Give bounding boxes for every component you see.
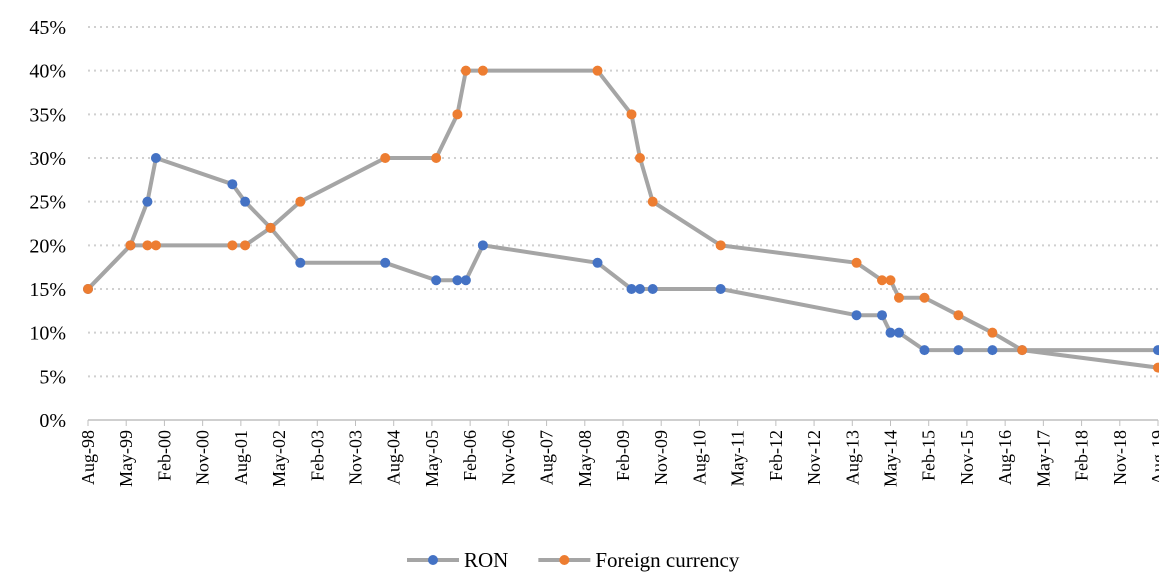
data-point bbox=[634, 153, 645, 163]
y-tick-label: 25% bbox=[29, 192, 66, 214]
data-point bbox=[877, 275, 888, 286]
data-point bbox=[987, 345, 998, 356]
data-point bbox=[460, 65, 471, 76]
x-tick-label: May-02 bbox=[269, 430, 289, 487]
data-point bbox=[150, 153, 161, 163]
data-point bbox=[431, 275, 442, 286]
x-tick-label: Feb-09 bbox=[613, 430, 633, 481]
x-tick-label: Aug-10 bbox=[689, 430, 709, 485]
data-point bbox=[240, 240, 251, 251]
legend-marker bbox=[559, 555, 570, 565]
data-point bbox=[885, 275, 896, 286]
y-tick-label: 45% bbox=[29, 17, 66, 39]
legend-marker bbox=[428, 555, 438, 565]
data-point bbox=[715, 240, 726, 251]
x-tick-label: Aug-04 bbox=[384, 430, 404, 485]
x-tick-label: May-99 bbox=[116, 430, 136, 487]
data-point bbox=[295, 196, 306, 207]
x-tick-label: Feb-03 bbox=[307, 430, 327, 481]
x-tick-label: Aug-13 bbox=[842, 430, 862, 485]
data-point bbox=[431, 153, 442, 163]
data-point bbox=[893, 327, 904, 338]
data-point bbox=[715, 284, 726, 294]
x-tick-label: Nov-06 bbox=[498, 430, 518, 485]
data-point bbox=[142, 240, 153, 251]
data-point bbox=[295, 257, 306, 268]
legend-label: RON bbox=[464, 548, 508, 572]
x-tick-label: Nov-12 bbox=[804, 430, 824, 485]
data-point bbox=[452, 109, 463, 120]
data-point bbox=[592, 257, 603, 268]
series-line bbox=[86, 156, 1158, 353]
x-tick-label: Nov-03 bbox=[346, 430, 366, 485]
y-tick-label: 30% bbox=[29, 148, 66, 170]
data-point bbox=[626, 284, 637, 294]
data-point bbox=[592, 65, 603, 76]
data-point bbox=[460, 275, 471, 286]
data-point bbox=[227, 240, 238, 251]
x-tick-label: Nov-18 bbox=[1110, 430, 1130, 485]
x-tick-label: Feb-15 bbox=[919, 430, 939, 481]
data-point bbox=[634, 284, 645, 294]
data-point bbox=[83, 284, 93, 294]
x-tick-label: Nov-00 bbox=[193, 430, 213, 485]
data-point bbox=[851, 257, 862, 268]
x-tick-label: Feb-18 bbox=[1072, 430, 1092, 481]
data-point bbox=[919, 292, 930, 303]
data-point bbox=[125, 240, 136, 251]
y-tick-label: 5% bbox=[39, 366, 66, 388]
data-point bbox=[227, 179, 238, 190]
y-tick-label: 15% bbox=[29, 279, 66, 301]
data-point bbox=[987, 327, 998, 338]
x-tick-label: May-11 bbox=[728, 430, 748, 486]
x-tick-label: Feb-12 bbox=[766, 430, 786, 481]
x-tick-label: Aug-98 bbox=[78, 430, 98, 485]
x-tick-label: Feb-06 bbox=[460, 430, 480, 481]
x-tick-label: Aug-19 bbox=[1148, 430, 1159, 485]
y-tick-label: 10% bbox=[29, 323, 66, 345]
data-point bbox=[150, 240, 161, 251]
data-point bbox=[477, 240, 488, 251]
x-tick-label: May-05 bbox=[422, 430, 442, 487]
data-point bbox=[477, 65, 488, 76]
data-point bbox=[142, 196, 153, 207]
data-point bbox=[893, 292, 904, 303]
x-tick-label: Nov-09 bbox=[651, 430, 671, 485]
data-point bbox=[1017, 345, 1028, 356]
x-tick-label: May-14 bbox=[881, 430, 901, 487]
y-tick-label: 40% bbox=[29, 61, 66, 83]
data-point bbox=[265, 222, 276, 233]
data-point bbox=[626, 109, 637, 120]
x-tick-label: Nov-15 bbox=[957, 430, 977, 485]
x-tick-label: Aug-01 bbox=[231, 430, 251, 485]
x-tick-label: Aug-16 bbox=[995, 430, 1015, 485]
y-tick-label: 0% bbox=[39, 410, 66, 432]
x-tick-label: May-17 bbox=[1033, 430, 1053, 487]
data-point bbox=[877, 310, 888, 321]
data-point bbox=[953, 310, 964, 321]
data-point bbox=[452, 275, 463, 286]
y-tick-label: 20% bbox=[29, 235, 66, 257]
data-point bbox=[647, 196, 658, 207]
data-point bbox=[380, 257, 391, 268]
data-point bbox=[380, 153, 391, 163]
x-tick-label: May-08 bbox=[575, 430, 595, 487]
y-tick-label: 35% bbox=[29, 104, 66, 126]
x-tick-label: Feb-00 bbox=[154, 430, 174, 481]
data-point bbox=[885, 327, 896, 338]
data-point bbox=[919, 345, 930, 356]
data-point bbox=[647, 284, 658, 294]
data-point bbox=[1153, 362, 1159, 373]
data-point bbox=[240, 196, 251, 207]
x-tick-label: Aug-07 bbox=[537, 430, 557, 485]
data-point bbox=[1153, 345, 1159, 356]
data-point bbox=[953, 345, 964, 356]
data-point bbox=[851, 310, 862, 321]
legend-label: Foreign currency bbox=[595, 548, 740, 572]
